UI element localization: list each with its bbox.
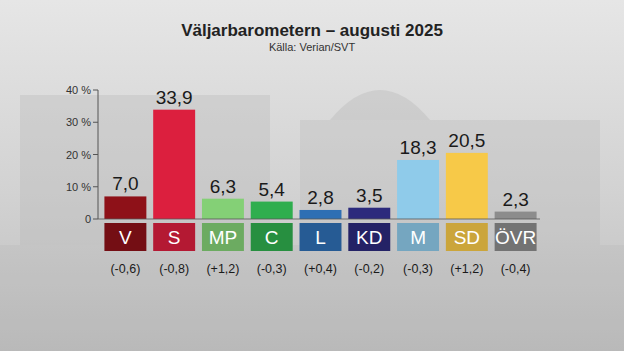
- category-label: S: [168, 227, 181, 248]
- data-label: 2,8: [307, 187, 333, 208]
- y-tick: [93, 122, 98, 123]
- y-tick-label: 0: [85, 213, 91, 225]
- category-label: SD: [454, 227, 480, 248]
- background-building: [0, 90, 624, 351]
- y-tick-label: 10 %: [66, 181, 91, 193]
- change-label: (+1,2): [206, 262, 239, 276]
- bar: [153, 110, 195, 219]
- category-label: ÖVR: [495, 227, 536, 248]
- water: [0, 245, 624, 351]
- category-label: KD: [356, 227, 382, 248]
- y-tick-label: 30 %: [66, 116, 91, 128]
- category-box: [446, 223, 488, 251]
- category-box: [397, 223, 439, 251]
- data-label: 20,5: [448, 130, 485, 151]
- data-label: 2,3: [502, 189, 528, 210]
- bar: [251, 202, 293, 219]
- change-label: (-0,2): [354, 262, 384, 276]
- data-label: 3,5: [356, 185, 382, 206]
- category-label: C: [265, 227, 279, 248]
- y-tick: [93, 219, 98, 220]
- category-box: [300, 223, 342, 251]
- background: [0, 0, 624, 351]
- title: Väljarbarometern – augusti 2025: [181, 21, 443, 40]
- change-label: (-0,3): [403, 262, 433, 276]
- y-tick: [93, 186, 98, 187]
- bar: [104, 196, 146, 219]
- category-box: [251, 223, 293, 251]
- category-box: [495, 223, 537, 251]
- y-axis: 0 10 % 20 % 30 % 40 %: [66, 84, 98, 225]
- category-box: [104, 223, 146, 251]
- category-box: [202, 223, 244, 251]
- data-label: 5,4: [259, 179, 286, 200]
- y-tick-label: 40 %: [66, 84, 91, 96]
- data-label: 18,3: [400, 137, 437, 158]
- y-tick: [93, 154, 98, 155]
- change-label: (-0,8): [159, 262, 189, 276]
- bar: [446, 153, 488, 219]
- labels: 7,0 V (-0,6) 33,9 S (-0,8) 6,3 MP (+1,2) 5,4 C (-0,…: [104, 87, 536, 276]
- bar: [397, 160, 439, 219]
- change-label: (-0,4): [501, 262, 531, 276]
- change-label: (-0,6): [110, 262, 140, 276]
- category-box: [153, 223, 195, 251]
- building-block: [20, 95, 270, 245]
- data-label: 7,0: [112, 173, 138, 194]
- chart-svg: Väljarbarometern – augusti 2025Källa: Ve…: [0, 0, 624, 351]
- bars: [104, 110, 536, 219]
- category-label: MP: [209, 227, 238, 248]
- change-label: (+1,2): [450, 262, 483, 276]
- bar: [348, 208, 390, 219]
- building-dome: [330, 90, 430, 120]
- chart-container: Väljarbarometern – augusti 2025Källa: Ve…: [0, 0, 624, 351]
- baseline: [98, 219, 540, 220]
- change-label: (-0,3): [257, 262, 287, 276]
- change-label: (+0,4): [304, 262, 337, 276]
- y-tick-label: 20 %: [66, 149, 91, 161]
- bar: [495, 212, 537, 219]
- category-box: [348, 223, 390, 251]
- category-label: M: [410, 227, 426, 248]
- bar: [202, 199, 244, 219]
- bar: [300, 210, 342, 219]
- data-label: 6,3: [210, 176, 236, 197]
- subtitle: Källa: Verian/SVT: [269, 41, 355, 53]
- category-label: L: [315, 227, 326, 248]
- y-tick: [93, 90, 98, 91]
- data-label: 33,9: [156, 87, 193, 108]
- category-label: V: [119, 227, 132, 248]
